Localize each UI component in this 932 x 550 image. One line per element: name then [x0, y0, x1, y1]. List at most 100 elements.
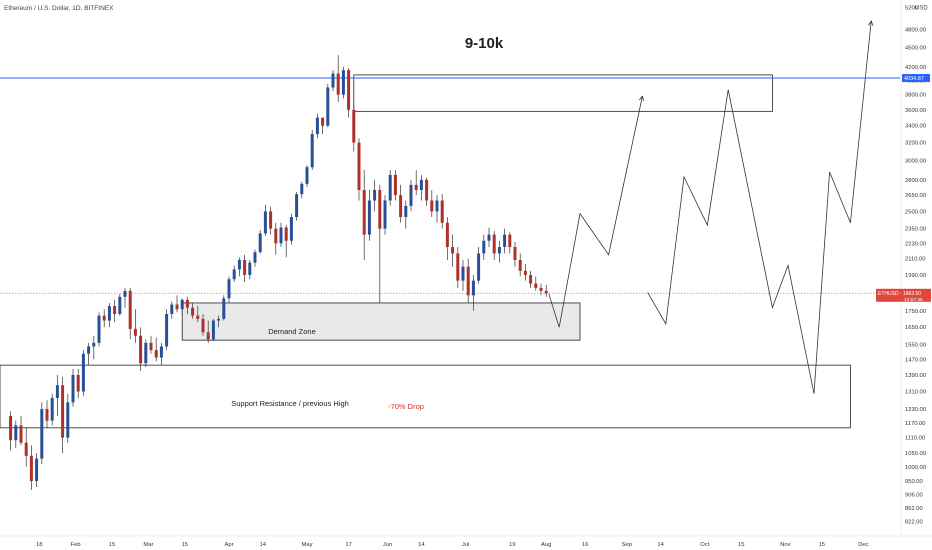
candle-body-73: [388, 174, 392, 201]
candle-body-49: [263, 211, 267, 234]
candle-body-6: [40, 409, 44, 459]
x-tick-label-1: Feb: [71, 542, 81, 548]
candle-body-51: [274, 228, 278, 244]
y-tick-label-27: 1050.00: [905, 451, 926, 457]
candle-body-60: [321, 117, 325, 126]
candle-body-12: [71, 374, 75, 403]
y-tick-label-0: 5200: [905, 5, 918, 11]
candle-body-57: [305, 167, 309, 184]
time-axis[interactable]: 18 Feb 15 Mar 15 Apr 14 May 17 Jun 14 Jul 19 Aug 16 Sep…: [0, 535, 932, 548]
candle-body-44: [237, 259, 241, 270]
candle-body-79: [419, 179, 423, 190]
price-tag-bg-0: [902, 74, 930, 83]
candle-body-22: [123, 290, 127, 297]
x-tick-label-7: May: [302, 542, 313, 548]
candle-body-18: [102, 315, 106, 321]
candle-body-72: [383, 200, 387, 229]
y-tick-label-12: 2500.00: [905, 209, 926, 215]
candle-body-97: [513, 247, 517, 260]
y-tick-label-29: 950.00: [905, 479, 923, 485]
candles-layer: [9, 55, 548, 490]
price-tag-text-2: 12:07:36: [904, 297, 923, 303]
candle-body-9: [55, 385, 59, 398]
candle-body-82: [435, 200, 439, 212]
candle-body-29: [159, 346, 163, 358]
x-tick-label-3: Mar: [143, 542, 153, 548]
y-tick-label-2: 4500.00: [905, 46, 926, 52]
candle-body-80: [425, 179, 429, 201]
candle-body-53: [284, 227, 288, 241]
zones-layer: [0, 74, 851, 429]
candle-body-2: [19, 425, 23, 443]
candle-body-0: [9, 415, 13, 441]
candle-body-42: [227, 279, 231, 299]
candle-body-64: [341, 70, 345, 95]
candle-body-98: [518, 259, 522, 271]
x-tick-label-10: 14: [418, 542, 425, 548]
candle-body-91: [482, 240, 486, 254]
candle-body-93: [492, 234, 496, 254]
y-tick-label-3: 4200.00: [905, 65, 926, 71]
annotation-0: -70% Drop: [388, 402, 424, 411]
x-tick-label-18: 15: [738, 542, 744, 548]
candle-body-71: [378, 189, 382, 229]
zone-label-0: Demand Zone: [268, 327, 316, 336]
price-tag-text-0: 4034.87: [904, 76, 924, 82]
candle-body-59: [315, 117, 319, 135]
y-tick-label-7: 3400.00: [905, 124, 926, 130]
y-tick-label-28: 1000.00: [905, 465, 926, 471]
candle-body-67: [357, 142, 361, 190]
candle-body-14: [81, 353, 85, 392]
symbol-header: Ethereum / U.S. Dollar, 1D, BITFINEX: [4, 5, 114, 12]
candle-body-94: [497, 247, 501, 254]
candle-body-75: [399, 195, 403, 218]
x-tick-label-8: 17: [345, 542, 351, 548]
x-tick-label-21: Dec: [858, 542, 868, 548]
candle-body-54: [289, 217, 293, 241]
price-axis[interactable]: 52004800.004500.004200.004000.003800.003…: [900, 0, 926, 536]
x-tick-label-4: 15: [182, 542, 188, 548]
candle-body-100: [529, 274, 533, 284]
y-tick-label-11: 2650.00: [905, 193, 926, 199]
y-tick-label-20: 1550.00: [905, 343, 926, 349]
candle-body-86: [456, 253, 460, 281]
candle-body-62: [331, 73, 335, 88]
candle-body-35: [191, 307, 195, 316]
x-tick-label-6: 14: [260, 542, 267, 548]
y-tick-label-24: 1230.00: [905, 407, 926, 413]
candle-body-87: [461, 266, 465, 281]
y-tick-label-10: 2800.00: [905, 178, 926, 184]
x-tick-label-15: Sep: [622, 542, 632, 548]
y-tick-label-31: 862.00: [905, 506, 923, 512]
candle-body-23: [128, 290, 132, 329]
candle-body-21: [118, 296, 122, 315]
candle-body-66: [352, 109, 356, 143]
candle-body-96: [508, 234, 512, 248]
candle-body-63: [336, 73, 340, 95]
candle-body-11: [66, 402, 70, 438]
candle-body-46: [248, 262, 252, 275]
y-tick-label-5: 3800.00: [905, 93, 926, 99]
candle-body-34: [185, 299, 189, 308]
candle-body-84: [445, 222, 449, 248]
candle-body-92: [487, 234, 491, 241]
y-tick-label-6: 3600.00: [905, 108, 926, 114]
y-tick-label-19: 1650.00: [905, 325, 926, 331]
candle-body-38: [206, 332, 210, 340]
x-tick-label-16: 14: [657, 542, 664, 548]
zone-box-1: [0, 364, 851, 429]
candle-body-19: [107, 306, 111, 321]
candle-body-20: [113, 306, 117, 315]
lines-layer: [0, 77, 900, 294]
candle-body-99: [523, 270, 527, 275]
candle-body-7: [45, 409, 49, 421]
candle-body-74: [393, 174, 397, 196]
x-tick-label-12: 19: [509, 542, 515, 548]
candle-body-89: [471, 280, 475, 296]
y-tick-label-30: 906.00: [905, 492, 923, 498]
y-tick-label-25: 1170.00: [905, 421, 926, 427]
candle-body-95: [503, 234, 507, 248]
price-tag-text-1: ETHUSD · 1863.50: [878, 291, 921, 297]
